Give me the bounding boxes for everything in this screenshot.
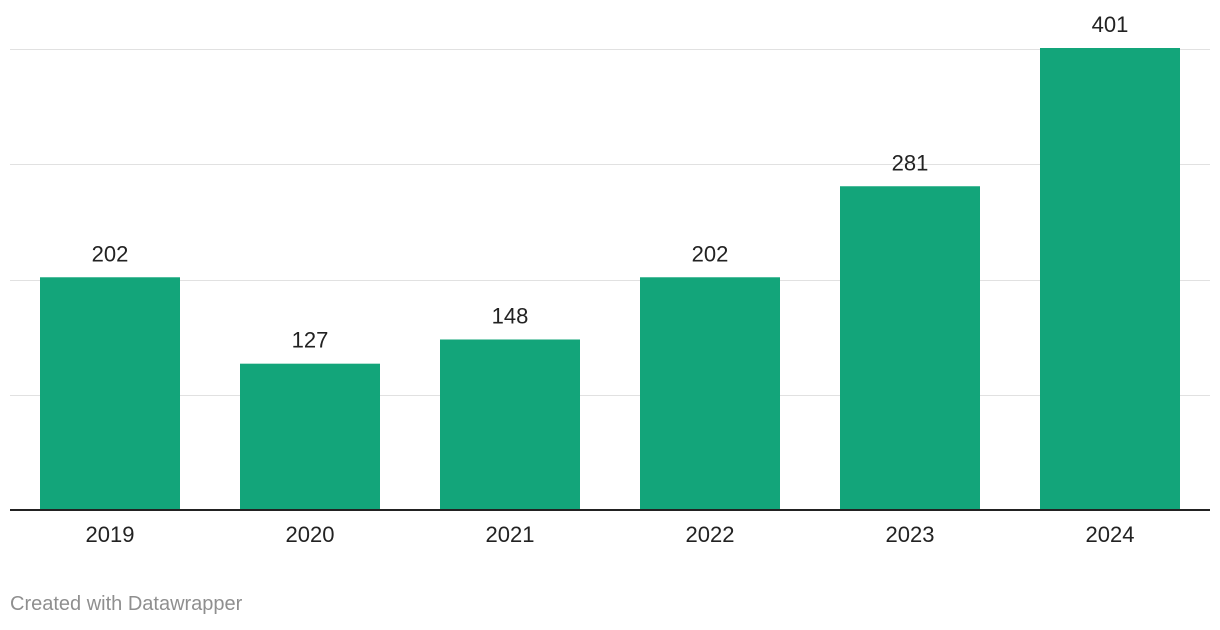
value-label-2022: 202	[692, 241, 729, 266]
x-tick-label-2024: 2024	[1086, 522, 1135, 547]
bar-2020	[240, 363, 380, 510]
x-tick-label-2022: 2022	[686, 522, 735, 547]
value-labels: 202 127 148 202 281 401	[92, 12, 1129, 353]
bar-2022	[640, 277, 780, 510]
bar-2023	[840, 186, 980, 510]
value-label-2023: 281	[892, 150, 929, 175]
value-label-2020: 127	[292, 328, 329, 353]
x-tick-label-2019: 2019	[86, 522, 135, 547]
bars	[40, 48, 1180, 510]
x-axis-tick-labels: 2019 2020 2021 2022 2023 2024	[86, 522, 1135, 547]
value-label-2021: 148	[492, 303, 529, 328]
value-label-2024: 401	[1092, 12, 1129, 37]
bar-2024	[1040, 48, 1180, 510]
bar-2019	[40, 277, 180, 510]
value-label-2019: 202	[92, 241, 129, 266]
x-tick-label-2023: 2023	[886, 522, 935, 547]
gridlines	[10, 49, 1210, 396]
x-tick-label-2020: 2020	[286, 522, 335, 547]
bar-2021	[440, 339, 580, 510]
x-tick-label-2021: 2021	[486, 522, 535, 547]
credit-footer: Created with Datawrapper	[10, 593, 243, 615]
